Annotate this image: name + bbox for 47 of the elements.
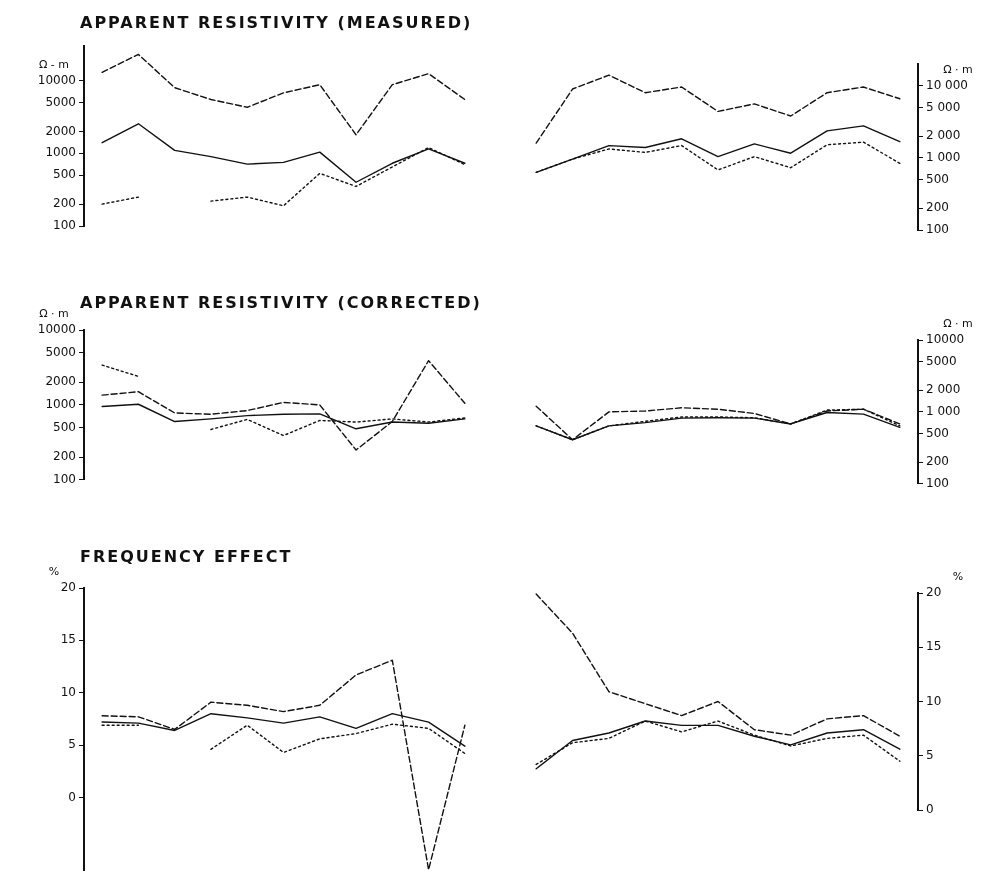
y-tick-label: 100 [926, 222, 949, 237]
y-tick-label: 0 [926, 802, 934, 817]
chart-title: APPARENT RESISTIVITY (CORRECTED) [80, 293, 482, 313]
y-tick-label: 10000 [37, 72, 76, 87]
y-tick-label: 100 [926, 475, 949, 490]
y-tick-label: 10000 [926, 332, 965, 347]
y-tick-label: 10000 [37, 322, 76, 337]
y-tick-label: 2 000 [926, 128, 961, 143]
y-tick-label: 1000 [45, 397, 76, 412]
y-tick-label: 0 [68, 789, 76, 804]
y-tick-label: 10 [926, 693, 942, 708]
y-tick-label: 10 000 [926, 77, 968, 92]
y-tick-label: 200 [53, 449, 76, 464]
y-tick-label: 200 [926, 454, 949, 469]
y-tick-label: 5 [68, 737, 76, 752]
y-tick-label: 2000 [45, 123, 76, 138]
y-tick-label: 500 [53, 419, 76, 434]
y-tick-label: 5000 [926, 353, 957, 368]
y-axis-title: % [48, 564, 60, 578]
y-tick-label: 500 [926, 425, 949, 440]
y-tick-label: 1 000 [926, 404, 961, 419]
y-tick-label: 100 [53, 218, 76, 233]
y-tick-label: 1000 [45, 145, 76, 160]
y-tick-label: 20 [926, 585, 942, 600]
y-tick-label: 200 [53, 196, 76, 211]
y-tick-label: 15 [926, 639, 942, 654]
y-tick-label: 15 [60, 632, 76, 647]
y-tick-label: 5 [926, 747, 934, 762]
y-tick-label: 500 [926, 171, 949, 186]
y-tick-label: 100 [53, 471, 76, 486]
y-tick-label: 2000 [45, 374, 76, 389]
y-tick-label: 5000 [45, 94, 76, 109]
y-tick-label: 200 [926, 200, 949, 215]
y-axis-title: % [952, 569, 964, 583]
y-tick-label: 20 [60, 580, 76, 595]
y-tick-label: 1 000 [926, 149, 961, 164]
y-axis-title: Ω - m [38, 57, 70, 71]
y-tick-label: 2 000 [926, 382, 961, 397]
y-tick-label: 5 000 [926, 99, 961, 114]
y-tick-label: 5000 [45, 344, 76, 359]
y-tick-label: 500 [53, 167, 76, 182]
y-axis-title: Ω · m [943, 316, 973, 330]
chart-title: APPARENT RESISTIVITY (MEASURED) [80, 13, 473, 33]
chart-title: FREQUENCY EFFECT [80, 547, 293, 567]
y-axis-title: Ω · m [39, 306, 69, 320]
y-tick-label: 10 [60, 684, 76, 699]
y-axis-title: Ω · m [943, 62, 973, 76]
